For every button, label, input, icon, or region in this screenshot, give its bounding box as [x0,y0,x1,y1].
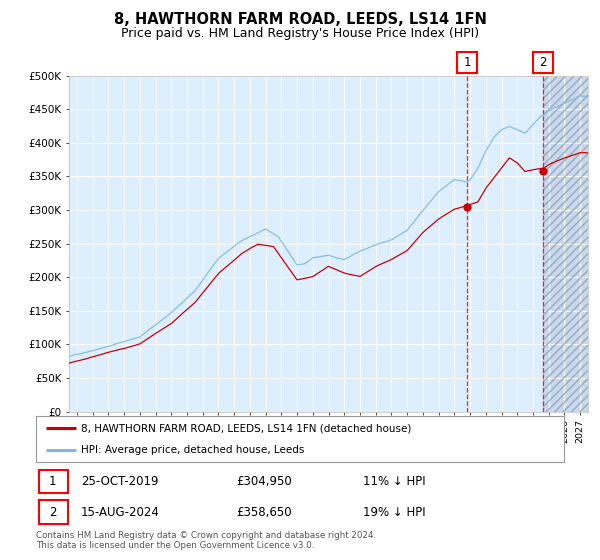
Bar [543,76,588,412]
Text: Price paid vs. HM Land Registry's House Price Index (HPI): Price paid vs. HM Land Registry's House … [121,27,479,40]
Text: HPI: Average price, detached house, Leeds: HPI: Average price, detached house, Leed… [81,445,304,455]
FancyBboxPatch shape [38,501,68,524]
Text: Contains HM Land Registry data © Crown copyright and database right 2024.
This d: Contains HM Land Registry data © Crown c… [36,531,376,550]
Text: £358,650: £358,650 [236,506,292,519]
Text: 11% ↓ HPI: 11% ↓ HPI [364,475,426,488]
Text: 2: 2 [49,506,56,519]
Text: 1: 1 [463,56,471,69]
Text: 15-AUG-2024: 15-AUG-2024 [81,506,160,519]
Text: 19% ↓ HPI: 19% ↓ HPI [364,506,426,519]
Text: 1: 1 [49,475,56,488]
Text: £304,950: £304,950 [236,475,292,488]
Text: 8, HAWTHORN FARM ROAD, LEEDS, LS14 1FN (detached house): 8, HAWTHORN FARM ROAD, LEEDS, LS14 1FN (… [81,423,411,433]
Text: 8, HAWTHORN FARM ROAD, LEEDS, LS14 1FN: 8, HAWTHORN FARM ROAD, LEEDS, LS14 1FN [113,12,487,27]
Bar [543,76,588,412]
Text: 25-OCT-2019: 25-OCT-2019 [81,475,158,488]
Text: 2: 2 [539,56,547,69]
FancyBboxPatch shape [38,470,68,493]
